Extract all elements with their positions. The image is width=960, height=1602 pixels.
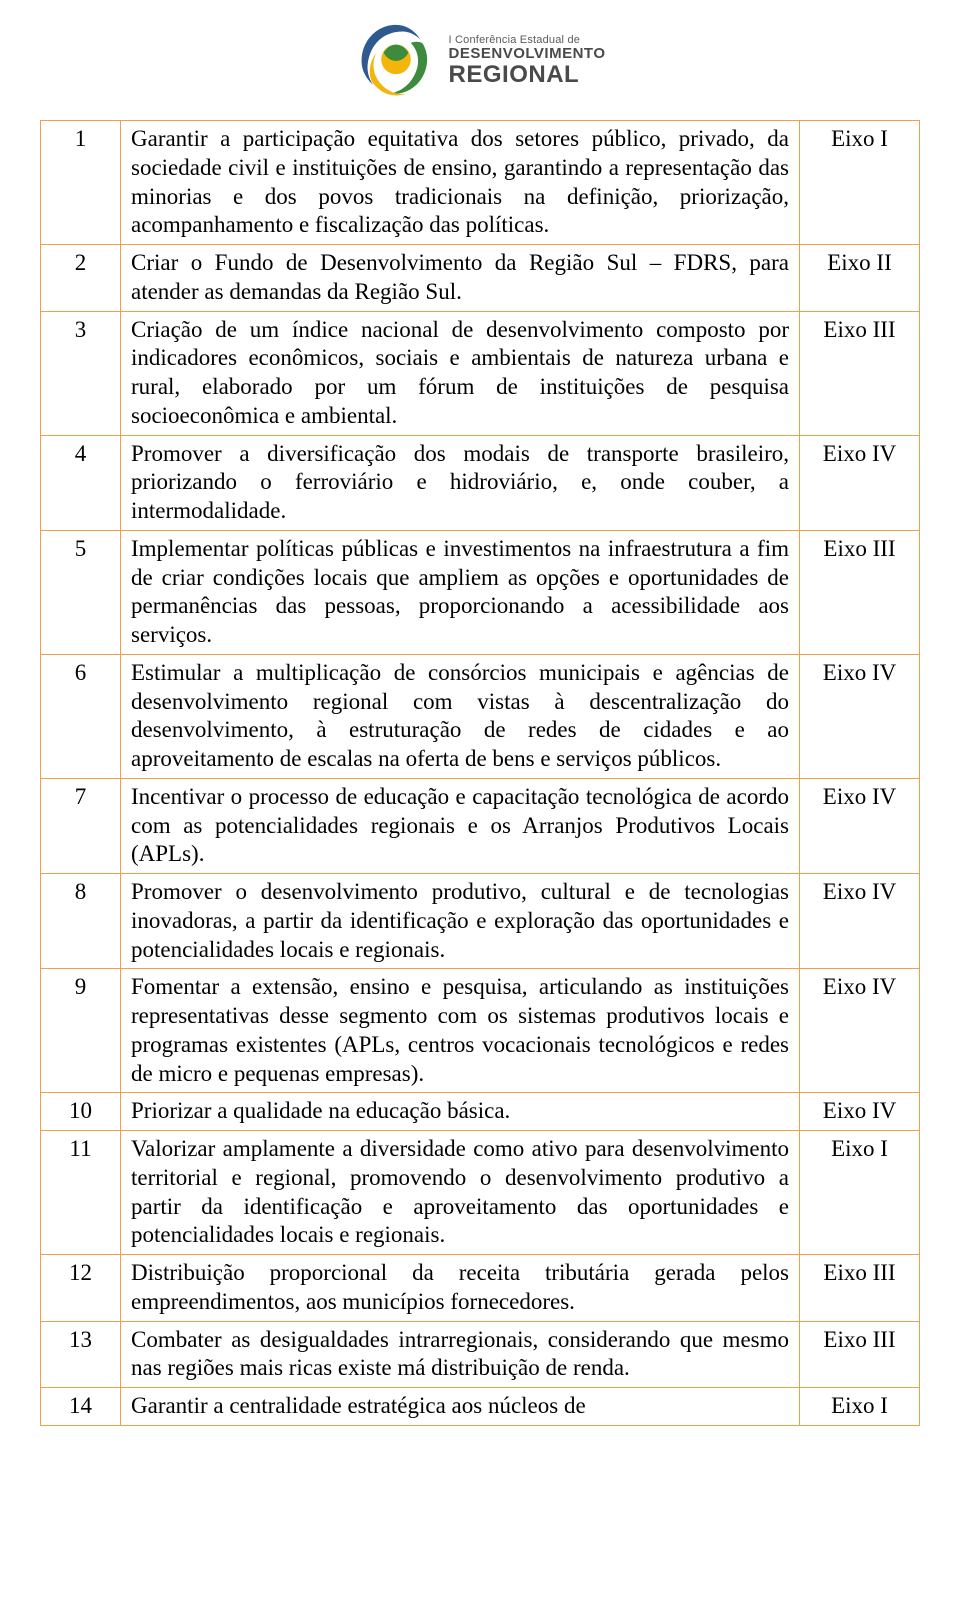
row-description: Valorizar amplamente a diversidade como … <box>121 1131 800 1255</box>
row-description: Priorizar a qualidade na educação básica… <box>121 1093 800 1131</box>
table-row: 7Incentivar o processo de educação e cap… <box>41 778 920 873</box>
row-axis: Eixo IV <box>800 1093 920 1131</box>
row-description: Garantir a centralidade estratégica aos … <box>121 1388 800 1426</box>
row-description: Fomentar a extensão, ensino e pesquisa, … <box>121 969 800 1093</box>
table-row: 8Promover o desenvolvimento produtivo, c… <box>41 874 920 969</box>
row-description: Distribuição proporcional da receita tri… <box>121 1255 800 1322</box>
row-axis: Eixo IV <box>800 654 920 778</box>
logo-title: REGIONAL <box>449 62 606 87</box>
row-description: Criar o Fundo de Desenvolvimento da Regi… <box>121 245 800 312</box>
row-description: Garantir a participação equitativa dos s… <box>121 121 800 245</box>
row-axis: Eixo IV <box>800 778 920 873</box>
row-axis: Eixo III <box>800 530 920 654</box>
row-axis: Eixo I <box>800 1131 920 1255</box>
table-row: 13Combater as desigualdades intrarregion… <box>41 1321 920 1388</box>
table-row: 14Garantir a centralidade estratégica ao… <box>41 1388 920 1426</box>
row-number: 7 <box>41 778 121 873</box>
row-number: 11 <box>41 1131 121 1255</box>
table-row: 10Priorizar a qualidade na educação bási… <box>41 1093 920 1131</box>
table-row: 4Promover a diversificação dos modais de… <box>41 435 920 530</box>
row-axis: Eixo IV <box>800 969 920 1093</box>
row-axis: Eixo III <box>800 311 920 435</box>
row-description: Estimular a multiplicação de consórcios … <box>121 654 800 778</box>
row-description: Promover a diversificação dos modais de … <box>121 435 800 530</box>
logo-icon <box>355 20 437 102</box>
proposals-table: 1Garantir a participação equitativa dos … <box>40 120 920 1426</box>
table-row: 9Fomentar a extensão, ensino e pesquisa,… <box>41 969 920 1093</box>
row-axis: Eixo I <box>800 1388 920 1426</box>
row-axis: Eixo III <box>800 1321 920 1388</box>
table-row: 3Criação de um índice nacional de desenv… <box>41 311 920 435</box>
row-number: 14 <box>41 1388 121 1426</box>
row-axis: Eixo IV <box>800 874 920 969</box>
table-row: 6Estimular a multiplicação de consórcios… <box>41 654 920 778</box>
row-number: 6 <box>41 654 121 778</box>
row-description: Promover o desenvolvimento produtivo, cu… <box>121 874 800 969</box>
row-number: 1 <box>41 121 121 245</box>
table-row: 12Distribuição proporcional da receita t… <box>41 1255 920 1322</box>
header-logo: I Conferência Estadual de DESENVOLVIMENT… <box>40 20 920 102</box>
logo-text: I Conferência Estadual de DESENVOLVIMENT… <box>449 35 606 87</box>
row-axis: Eixo IV <box>800 435 920 530</box>
row-description: Incentivar o processo de educação e capa… <box>121 778 800 873</box>
row-axis: Eixo III <box>800 1255 920 1322</box>
row-number: 10 <box>41 1093 121 1131</box>
row-number: 3 <box>41 311 121 435</box>
row-number: 5 <box>41 530 121 654</box>
row-number: 12 <box>41 1255 121 1322</box>
row-number: 8 <box>41 874 121 969</box>
row-number: 9 <box>41 969 121 1093</box>
table-row: 5Implementar políticas públicas e invest… <box>41 530 920 654</box>
row-number: 2 <box>41 245 121 312</box>
row-description: Implementar políticas públicas e investi… <box>121 530 800 654</box>
row-description: Criação de um índice nacional de desenvo… <box>121 311 800 435</box>
row-axis: Eixo I <box>800 121 920 245</box>
row-axis: Eixo II <box>800 245 920 312</box>
table-row: 1Garantir a participação equitativa dos … <box>41 121 920 245</box>
row-description: Combater as desigualdades intrarregionai… <box>121 1321 800 1388</box>
document-page: I Conferência Estadual de DESENVOLVIMENT… <box>0 0 960 1466</box>
table-row: 11Valorizar amplamente a diversidade com… <box>41 1131 920 1255</box>
row-number: 13 <box>41 1321 121 1388</box>
logo-subtitle-2: DESENVOLVIMENTO <box>449 46 606 62</box>
row-number: 4 <box>41 435 121 530</box>
table-row: 2Criar o Fundo de Desenvolvimento da Reg… <box>41 245 920 312</box>
